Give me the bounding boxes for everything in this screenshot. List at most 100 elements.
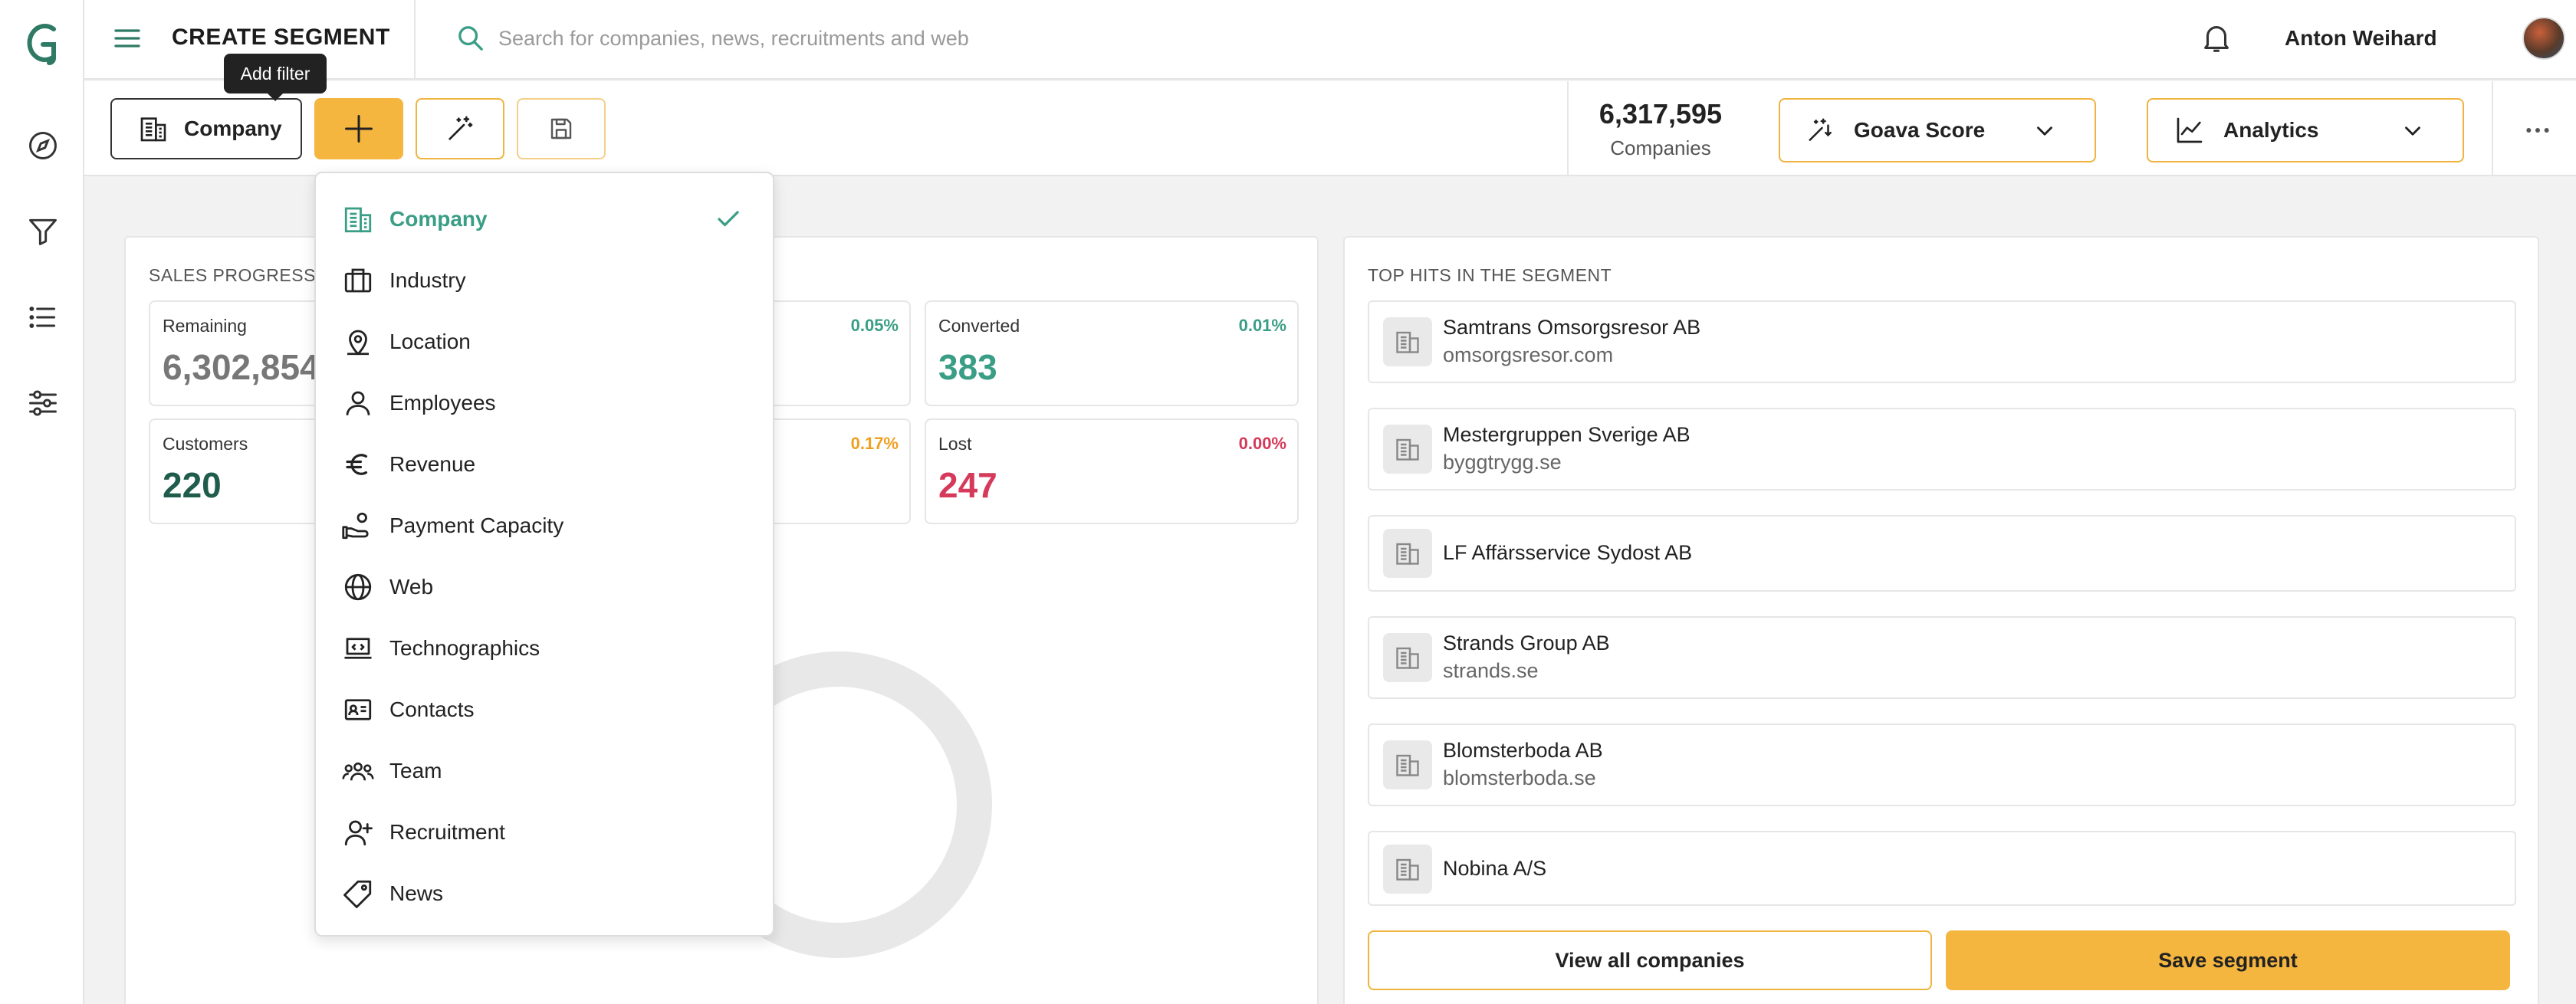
magic-sort-icon [1809, 118, 1832, 141]
stat-percent: 0.01% [1238, 316, 1286, 335]
divider [414, 0, 416, 80]
filter-option-label: Employees [389, 391, 496, 415]
globe-icon [344, 573, 372, 601]
filter-option-news[interactable]: News [316, 866, 773, 920]
team-icon [342, 762, 374, 781]
filter-option-industry[interactable]: Industry [316, 253, 773, 307]
filter-option-label: Payment Capacity [389, 513, 564, 537]
analytics-label: Analytics [2223, 118, 2319, 142]
page-title: CREATE SEGMENT [172, 25, 390, 50]
stat-label: Remaining [163, 316, 247, 336]
list-item[interactable]: Blomsterboda AB blomsterboda.se [1368, 723, 2516, 806]
top-hits-panel: TOP HITS IN THE SEGMENT Samtrans Omsorgs… [1343, 236, 2539, 1004]
filter-option-recruitment[interactable]: Recruitment [316, 805, 773, 858]
divider [2492, 81, 2493, 176]
segment-toolbar: Company 6,317,595 Companies Goava Score … [84, 81, 2576, 176]
search-input[interactable] [498, 21, 1572, 55]
stat-value: 220 [163, 465, 222, 505]
list-icon[interactable] [26, 300, 60, 334]
stat-converted[interactable]: Converted 0.01% 383 [925, 300, 1299, 406]
top-bar: CREATE SEGMENT Anton Weihard [84, 0, 2576, 80]
company-count-value: 6,317,595 [1598, 98, 1723, 130]
company-type-button[interactable]: Company [110, 98, 302, 159]
company-name: Samtrans Omsorgsresor AB [1443, 316, 1701, 339]
filter-option-web[interactable]: Web [316, 559, 773, 613]
building-icon [1383, 425, 1432, 474]
laptop-code-icon [344, 638, 372, 659]
filter-option-label: Technographics [389, 636, 540, 660]
search-icon [455, 23, 486, 54]
filter-option-employees[interactable]: Employees [316, 376, 773, 429]
filter-option-technographics[interactable]: Technographics [316, 621, 773, 674]
magic-wand-button[interactable] [416, 98, 504, 159]
filter-icon[interactable] [26, 215, 60, 248]
sliders-icon[interactable] [26, 386, 60, 420]
view-all-companies-button[interactable]: View all companies [1368, 930, 1932, 990]
company-domain: byggtrygg.se [1443, 451, 1562, 474]
filter-option-team[interactable]: Team [316, 743, 773, 797]
filter-option-label: Team [389, 759, 442, 783]
person-icon [346, 391, 370, 415]
app-logo[interactable] [23, 20, 61, 69]
filter-option-label: Location [389, 330, 471, 353]
filter-option-payment-capacity[interactable]: Payment Capacity [316, 498, 773, 552]
list-item[interactable]: Nobina A/S [1368, 831, 2516, 906]
add-filter-tooltip: Add filter [224, 54, 327, 101]
location-pin-icon [347, 330, 369, 356]
list-item[interactable]: Samtrans Omsorgsresor AB omsorgsresor.co… [1368, 300, 2516, 383]
euro-icon [346, 454, 368, 475]
compass-icon[interactable] [26, 129, 60, 162]
tag-icon [343, 880, 372, 908]
person-add-icon [344, 820, 373, 846]
filter-option-revenue[interactable]: Revenue [316, 437, 773, 491]
stat-label: Converted [938, 316, 1020, 336]
save-segment-button[interactable]: Save segment [1946, 930, 2510, 990]
bell-icon[interactable] [2199, 20, 2234, 55]
top-hits-heading: TOP HITS IN THE SEGMENT [1368, 265, 1612, 285]
company-name: Nobina A/S [1443, 857, 1547, 880]
stat-percent: 0.05% [850, 316, 899, 335]
plus-icon [345, 115, 373, 143]
company-count-label: Companies [1610, 136, 1711, 159]
user-name[interactable]: Anton Weihard [2285, 26, 2437, 50]
filter-option-label: Web [389, 575, 434, 599]
company-name: Strands Group AB [1443, 632, 1610, 655]
left-rail [0, 0, 84, 1004]
filter-option-company[interactable]: Company [316, 192, 773, 245]
save-icon-button[interactable] [517, 98, 606, 159]
stat-lost[interactable]: Lost 0.00% 247 [925, 418, 1299, 524]
filter-option-contacts[interactable]: Contacts [316, 682, 773, 736]
analytics-select[interactable]: Analytics [2147, 98, 2464, 162]
building-icon [140, 117, 166, 142]
company-domain: omsorgsresor.com [1443, 343, 1614, 366]
company-count: 6,317,595 Companies [1567, 81, 1751, 176]
filter-option-label: News [389, 881, 444, 905]
stat-label: Lost [938, 434, 972, 454]
company-domain: strands.se [1443, 659, 1539, 682]
company-name: Blomsterboda AB [1443, 739, 1603, 762]
chevron-down-icon [2037, 126, 2052, 136]
stat-value: 247 [938, 465, 997, 505]
building-icon [1383, 529, 1432, 578]
filter-option-label: Contacts [389, 697, 475, 721]
add-filter-button[interactable] [314, 98, 403, 159]
building-icon [344, 207, 372, 233]
list-item[interactable]: Strands Group AB strands.se [1368, 616, 2516, 699]
goava-score-label: Goava Score [1854, 118, 1986, 142]
filter-option-location[interactable]: Location [316, 314, 773, 368]
line-chart-icon [2177, 117, 2203, 143]
company-type-label: Company [184, 116, 282, 140]
building-icon [1383, 633, 1432, 682]
checkmark-icon [718, 211, 739, 227]
hamburger-menu-icon[interactable] [112, 23, 143, 54]
building-icon [1383, 845, 1432, 894]
filter-option-label: Revenue [389, 452, 476, 476]
stat-label: Customers [163, 434, 248, 454]
building-icon [1383, 317, 1432, 366]
avatar[interactable] [2522, 17, 2565, 60]
stat-percent: 0.00% [1238, 434, 1286, 453]
list-item[interactable]: LF Affärsservice Sydost AB [1368, 515, 2516, 592]
list-item[interactable]: Mestergruppen Sverige AB byggtrygg.se [1368, 408, 2516, 491]
more-options-icon[interactable] [2522, 115, 2553, 146]
goava-score-select[interactable]: Goava Score [1779, 98, 2096, 162]
